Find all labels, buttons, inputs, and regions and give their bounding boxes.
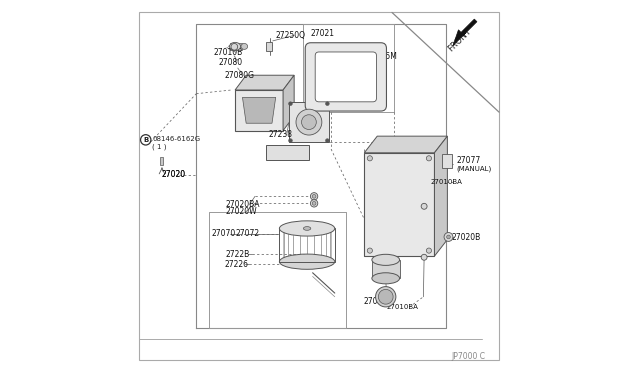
Ellipse shape xyxy=(376,286,396,307)
Text: B: B xyxy=(143,137,148,143)
Text: 27070: 27070 xyxy=(211,230,236,238)
Ellipse shape xyxy=(303,227,311,230)
Circle shape xyxy=(310,193,318,200)
Circle shape xyxy=(421,203,427,209)
Ellipse shape xyxy=(230,42,241,51)
Circle shape xyxy=(426,248,431,253)
Circle shape xyxy=(367,156,372,161)
Text: 27245P: 27245P xyxy=(268,149,297,158)
Text: 27072: 27072 xyxy=(235,230,259,238)
Ellipse shape xyxy=(280,221,335,236)
Circle shape xyxy=(231,44,237,50)
Polygon shape xyxy=(364,136,447,153)
Text: 27020BA: 27020BA xyxy=(226,200,260,209)
Polygon shape xyxy=(453,19,477,46)
Polygon shape xyxy=(235,75,294,90)
Circle shape xyxy=(310,200,318,207)
Bar xyxy=(280,228,335,262)
Bar xyxy=(230,43,243,50)
Text: JP7000 C: JP7000 C xyxy=(451,352,485,361)
Ellipse shape xyxy=(241,44,248,49)
Bar xyxy=(161,157,163,164)
Circle shape xyxy=(301,115,316,129)
Circle shape xyxy=(312,202,316,205)
Bar xyxy=(289,102,329,142)
Text: 27035M: 27035M xyxy=(367,52,397,61)
Circle shape xyxy=(447,235,451,239)
Circle shape xyxy=(289,139,292,142)
Bar xyxy=(364,153,435,256)
Text: FRONT: FRONT xyxy=(446,27,473,54)
FancyBboxPatch shape xyxy=(305,43,387,111)
Text: 08146-6162G: 08146-6162G xyxy=(152,136,200,142)
Polygon shape xyxy=(283,75,294,131)
Ellipse shape xyxy=(372,273,399,284)
Bar xyxy=(266,42,272,51)
Ellipse shape xyxy=(280,254,335,269)
Circle shape xyxy=(426,156,431,161)
Polygon shape xyxy=(243,97,276,123)
Bar xyxy=(442,154,452,168)
Text: 27226: 27226 xyxy=(224,260,248,269)
FancyBboxPatch shape xyxy=(316,52,376,102)
Circle shape xyxy=(444,232,453,241)
Text: 27020: 27020 xyxy=(162,170,186,179)
Circle shape xyxy=(421,254,427,260)
Text: 27020B: 27020B xyxy=(452,233,481,242)
Circle shape xyxy=(296,109,322,135)
Circle shape xyxy=(289,102,292,106)
Polygon shape xyxy=(266,145,309,160)
Circle shape xyxy=(312,195,316,198)
Text: 27238: 27238 xyxy=(268,130,292,139)
Polygon shape xyxy=(435,136,447,256)
Text: (MANUAL): (MANUAL) xyxy=(456,165,492,171)
Text: 27080G: 27080G xyxy=(224,71,254,80)
Text: 27065H: 27065H xyxy=(364,297,394,306)
Text: 27010BA: 27010BA xyxy=(431,179,463,185)
Ellipse shape xyxy=(372,254,399,265)
Text: 27010BA: 27010BA xyxy=(387,304,419,310)
Bar xyxy=(235,90,283,131)
Text: 27080: 27080 xyxy=(218,58,243,67)
Text: 27077: 27077 xyxy=(456,155,481,165)
Text: 27020: 27020 xyxy=(162,170,186,179)
Circle shape xyxy=(367,248,372,253)
Text: 27010B: 27010B xyxy=(214,48,243,57)
Circle shape xyxy=(326,139,329,142)
Circle shape xyxy=(326,102,329,106)
Text: 2722B: 2722B xyxy=(226,250,250,259)
Text: 27250Q: 27250Q xyxy=(276,31,306,40)
Bar xyxy=(372,260,399,278)
Text: 27021: 27021 xyxy=(311,29,335,38)
Text: 27020W: 27020W xyxy=(226,207,257,217)
Text: ( 1 ): ( 1 ) xyxy=(152,143,166,150)
Circle shape xyxy=(378,289,393,304)
